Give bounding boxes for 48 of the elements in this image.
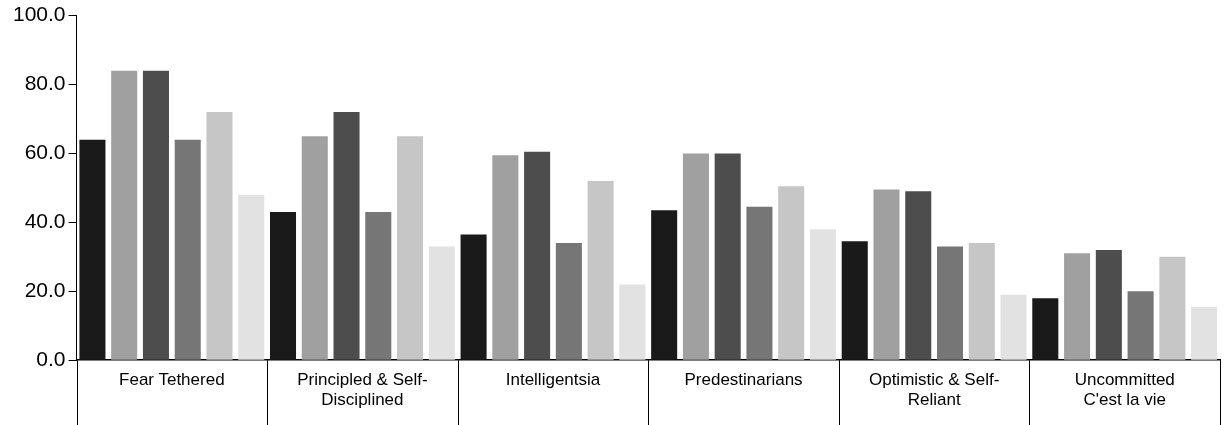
bar	[365, 212, 392, 360]
bar	[714, 153, 741, 360]
bar	[809, 229, 836, 360]
bar	[269, 212, 297, 360]
bar	[555, 243, 582, 360]
bar	[619, 284, 646, 360]
x-tick-label: Uncommitted C'est la vie	[1074, 370, 1175, 410]
bar	[937, 246, 964, 360]
bar	[111, 70, 138, 360]
y-tick-label: 100.0	[12, 2, 66, 26]
bar	[1000, 294, 1027, 360]
bar	[1064, 253, 1091, 360]
y-tick-label: 80.0	[24, 71, 66, 95]
bar	[301, 136, 328, 360]
bar	[79, 139, 106, 360]
bar	[333, 112, 360, 360]
bar	[905, 191, 932, 360]
y-tick-label: 40.0	[24, 209, 66, 233]
bar	[174, 139, 201, 360]
bar	[142, 70, 169, 360]
bar	[1032, 298, 1059, 360]
bar	[206, 112, 233, 360]
bar	[841, 241, 868, 360]
bar	[492, 155, 519, 360]
bar	[460, 234, 487, 360]
bar	[397, 136, 424, 360]
x-tick-label: Optimistic & Self-Reliant	[868, 370, 1000, 410]
x-tick-label: Predestinarians	[684, 370, 803, 390]
bar	[238, 194, 265, 360]
y-tick-label: 20.0	[24, 278, 66, 302]
bar	[873, 189, 900, 360]
bar	[524, 151, 551, 360]
x-tick-label: Intelligentsia	[505, 370, 601, 390]
bar	[682, 153, 709, 360]
y-tick-label: 60.0	[24, 140, 66, 164]
bar	[746, 206, 773, 360]
bar	[968, 243, 995, 360]
x-tick-label: Principled & Self-Disciplined	[297, 370, 428, 410]
bar	[1159, 256, 1186, 360]
bar	[1095, 249, 1122, 360]
y-tick-label: 0.0	[36, 347, 66, 370]
bar	[1191, 306, 1218, 360]
bar	[428, 246, 455, 360]
bar	[1127, 291, 1154, 360]
x-tick-label: Fear Tethered	[119, 370, 225, 390]
bar	[651, 210, 678, 360]
bar	[587, 181, 614, 360]
bar	[778, 186, 805, 360]
